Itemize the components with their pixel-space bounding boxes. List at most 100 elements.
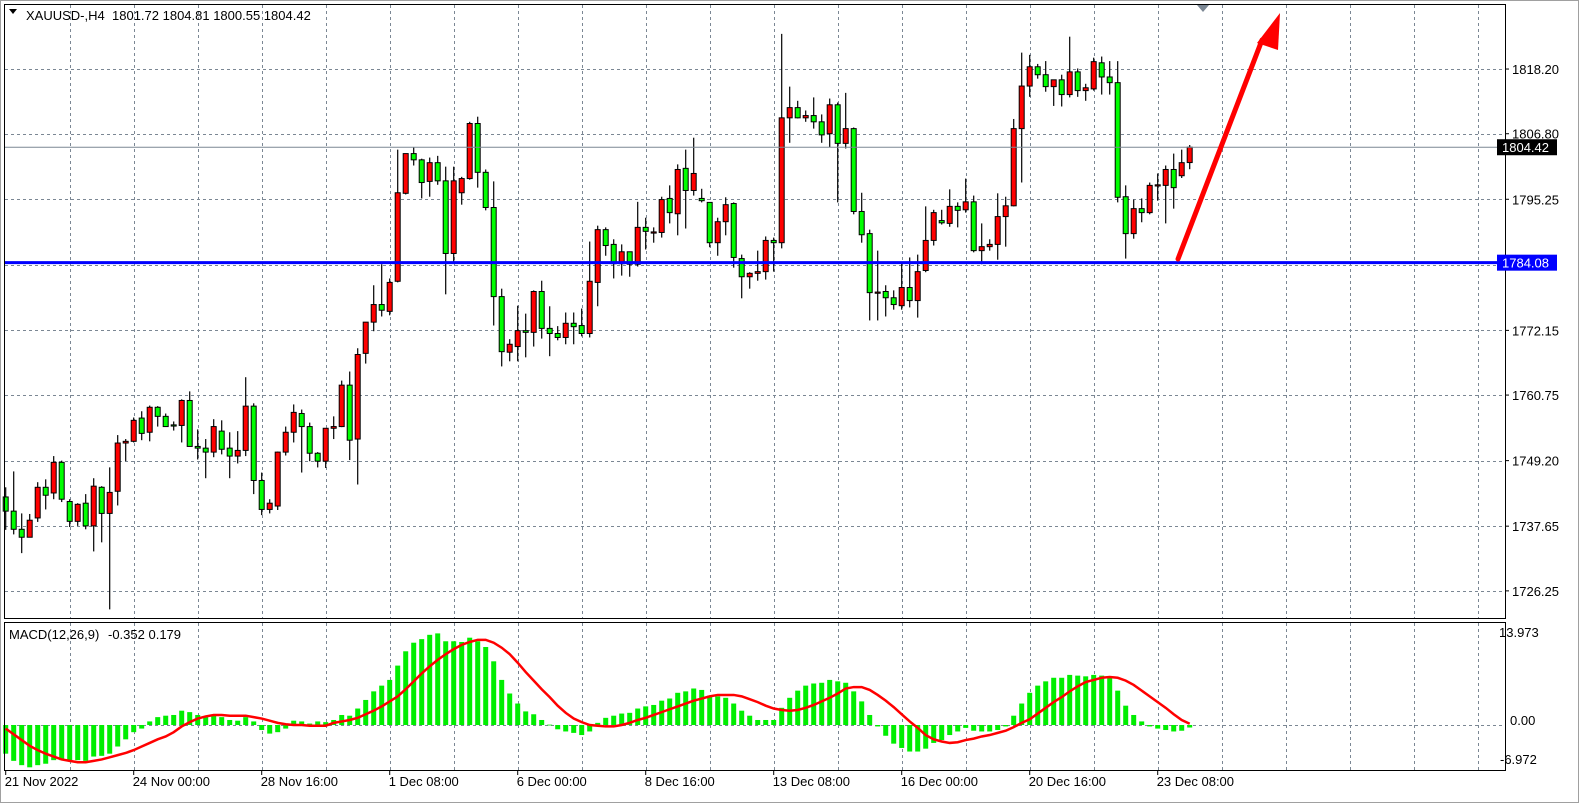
candle-body-bearish [818, 121, 825, 136]
candle [962, 178, 969, 213]
macd-histogram-bar [1107, 677, 1113, 725]
candle [298, 409, 305, 473]
candle [642, 217, 649, 250]
macd-histogram-bar [315, 721, 321, 725]
current-price-value: 1804.42 [1502, 140, 1549, 155]
candle-body-bullish [778, 117, 785, 244]
candle-body-bullish [402, 153, 409, 194]
macd-histogram-bar [827, 679, 833, 725]
macd-histogram-bar [643, 706, 649, 725]
candle [66, 499, 73, 528]
candle [986, 239, 993, 251]
candle-body-bearish [890, 297, 897, 306]
candle [1114, 61, 1121, 203]
candle-body-bullish [746, 272, 753, 278]
candle-body-bearish [66, 500, 73, 522]
current-price-box [1497, 139, 1557, 156]
candle [322, 427, 329, 469]
macd-histogram-bar [563, 725, 569, 732]
candle-body-bearish [954, 205, 961, 211]
macd-histogram-bar [499, 679, 505, 725]
candle-body-bullish [458, 178, 465, 194]
candle [1162, 165, 1169, 224]
candle [170, 421, 177, 431]
candle-body-bearish [418, 159, 425, 184]
candle-body-bullish [1186, 146, 1193, 164]
candle [650, 227, 657, 243]
candle [850, 127, 857, 215]
candle-body-bearish [698, 197, 705, 202]
macd-histogram-bar [475, 641, 481, 725]
candle-body-bullish [722, 204, 729, 223]
candle-body-bullish [714, 221, 721, 244]
candle-body-bullish [562, 322, 569, 338]
macd-histogram-bar [995, 725, 1001, 731]
candle [2, 487, 9, 530]
candle-body-bearish [490, 207, 497, 298]
macd-histogram-bar [1027, 692, 1033, 725]
price-tick-label: 1818.20 [1512, 62, 1559, 77]
macd-histogram-bar [707, 695, 713, 725]
candle-body-bearish [226, 447, 233, 457]
candle-body-bullish [1162, 168, 1169, 186]
macd-signal-line [4, 638, 1191, 764]
macd-histogram-bar [1019, 703, 1025, 725]
candle-body-bullish [266, 502, 273, 510]
candle-body-bearish [642, 226, 649, 232]
candle [890, 290, 897, 310]
triangle-down-icon[interactable] [9, 9, 17, 14]
candle-body-bullish [426, 162, 433, 182]
candle-body-bearish [18, 528, 25, 538]
candle-body-bullish [994, 216, 1001, 245]
candle-body-bullish [1146, 184, 1153, 214]
chart-shift-marker-icon[interactable] [1197, 5, 1209, 12]
macd-histogram-bar [1179, 725, 1185, 731]
candle [586, 241, 593, 338]
macd-histogram-bar [1131, 714, 1137, 725]
candle [490, 181, 497, 326]
candle [474, 116, 481, 188]
candle [970, 195, 977, 253]
candle [898, 262, 905, 310]
macd-histogram-bar [251, 721, 257, 725]
candle [994, 193, 1001, 260]
macd-histogram-bar [843, 682, 849, 725]
candle-body-bearish [1170, 168, 1177, 189]
macd-histogram-bar [19, 725, 25, 766]
candle [906, 257, 913, 308]
candle-body-bullish [290, 411, 297, 433]
candle-body-bullish [946, 205, 953, 224]
trend-arrow[interactable] [1175, 13, 1280, 262]
macd-histogram-bar [211, 714, 217, 725]
price-axis: 1818.20 1806.80 1795.25 1772.15 1760.75 1749.… [1505, 62, 1559, 599]
macd-histogram-bar [699, 689, 705, 725]
price-tick-label: 1760.75 [1512, 388, 1559, 403]
candle [58, 460, 65, 503]
macd-histogram-bar [947, 725, 953, 736]
candle [578, 308, 585, 337]
macd-histogram-bar [851, 691, 857, 725]
macd-histogram-bar [867, 714, 873, 725]
candle-body-bullish [586, 280, 593, 334]
candle [666, 185, 673, 224]
trend-arrow-shaft[interactable] [1175, 37, 1265, 262]
macd-histogram-bar [755, 719, 761, 725]
candle [386, 278, 393, 316]
candle [346, 371, 353, 461]
macd-histogram-bar [987, 725, 993, 732]
candle [1074, 68, 1081, 97]
candle-body-bullish [514, 330, 521, 348]
candle-body-bullish [26, 519, 33, 538]
candle-body-bullish [106, 491, 113, 514]
macd-histogram-bar [603, 717, 609, 725]
macd-histogram-bar [51, 725, 57, 761]
macd-histogram-bar [483, 646, 489, 725]
macd-histogram-bar [747, 715, 753, 725]
price-tick-label: 1726.25 [1512, 584, 1559, 599]
macd-histogram-bar [611, 715, 617, 725]
macd-histogram-bar [243, 717, 249, 725]
candle [1170, 153, 1177, 209]
candle [946, 189, 953, 227]
candle [314, 452, 321, 468]
